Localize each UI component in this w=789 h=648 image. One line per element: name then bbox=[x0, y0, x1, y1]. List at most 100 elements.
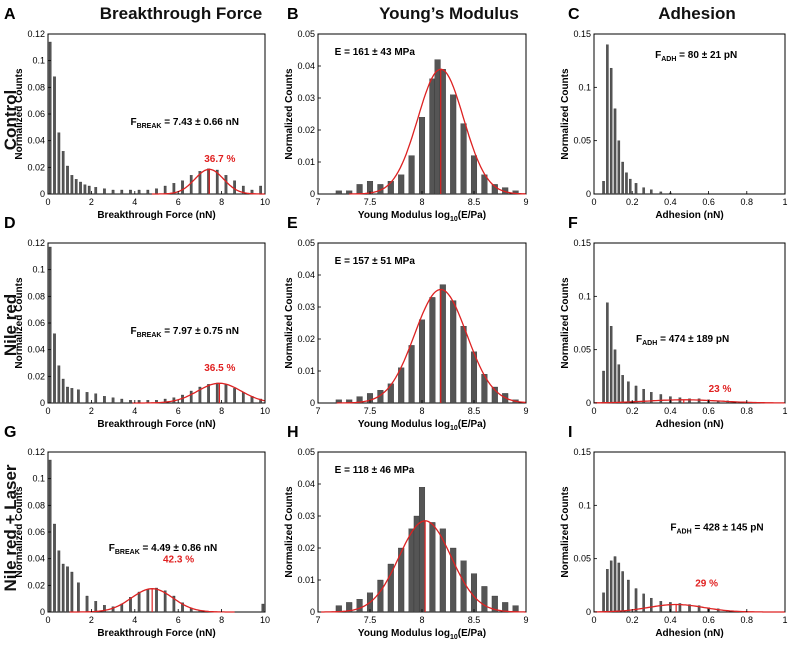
stat-annotation: FADH = 428 ± 145 pN bbox=[670, 522, 763, 535]
stat-annotation: FBREAK = 7.97 ± 0.75 nN bbox=[130, 326, 238, 339]
y-tick-label: 0 bbox=[40, 189, 45, 199]
x-tick-label: 4 bbox=[132, 406, 137, 416]
x-tick-label: 0.4 bbox=[664, 406, 677, 416]
histogram-bar bbox=[66, 566, 69, 613]
histogram-bar bbox=[215, 382, 219, 404]
x-axis-label: Breakthrough Force (nN) bbox=[97, 210, 215, 221]
x-tick-label: 8.5 bbox=[468, 406, 481, 416]
panel-D: D 0 2 4 6 8 10 0 0.02 0.04 0.06 0.08 0.1 0.12 Breakthr… bbox=[4, 215, 270, 430]
histogram-bar bbox=[215, 169, 219, 195]
panel-label: H bbox=[287, 424, 299, 441]
x-axis-label: Breakthrough Force (nN) bbox=[97, 628, 215, 639]
y-tick-label: 0.08 bbox=[27, 500, 45, 510]
panel-F: F 0 0.2 0.4 0.6 0.8 1 0 0.05 0.1 0.15 Adhesion (nN)… bbox=[560, 215, 788, 430]
gaussian-fit-curve bbox=[594, 399, 785, 404]
x-tick-label: 8.5 bbox=[468, 197, 481, 207]
y-tick-label: 0.15 bbox=[573, 29, 591, 39]
y-tick-label: 0.05 bbox=[297, 447, 315, 457]
x-tick-label: 10 bbox=[260, 406, 270, 416]
x-tick-label: 0.8 bbox=[741, 197, 754, 207]
histogram-bar bbox=[259, 185, 263, 195]
x-tick-label: 1 bbox=[782, 406, 787, 416]
histogram-bar bbox=[129, 400, 132, 404]
histogram-bar bbox=[642, 388, 645, 404]
histogram-bar bbox=[57, 132, 61, 195]
histogram-bar bbox=[613, 108, 617, 195]
x-axis-label: Young Modulus log10(E/Pa) bbox=[358, 210, 486, 223]
y-axis-label: Normalized Counts bbox=[14, 486, 25, 578]
gaussian-fit-curve bbox=[321, 520, 527, 613]
x-tick-label: 8 bbox=[219, 406, 224, 416]
histogram-bar bbox=[103, 605, 106, 613]
histogram-bar bbox=[450, 300, 457, 404]
histogram-bar bbox=[53, 523, 56, 613]
stat-annotation: E = 118 ± 46 MPa bbox=[335, 465, 415, 476]
histogram-bar bbox=[429, 522, 436, 613]
y-tick-label: 0.04 bbox=[27, 554, 45, 564]
histogram-bar bbox=[77, 582, 80, 613]
y-tick-label: 0.06 bbox=[27, 527, 45, 537]
panels-group: A0 2 4 6 8 1000.020.040.060.080.10.12Breakthr… bbox=[4, 6, 788, 641]
histogram-bar bbox=[450, 547, 457, 613]
x-tick-label: 0 bbox=[45, 197, 50, 207]
y-axis-label: Normalized Counts bbox=[560, 277, 571, 369]
x-tick-label: 4 bbox=[132, 197, 137, 207]
histogram-bar bbox=[356, 396, 363, 404]
x-tick-label: 1 bbox=[782, 197, 787, 207]
histogram-bar bbox=[470, 573, 478, 613]
x-tick-label: 7.5 bbox=[364, 197, 377, 207]
histogram-bar bbox=[434, 59, 441, 195]
y-tick-label: 0 bbox=[40, 607, 45, 617]
x-axis-label: Breakthrough Force (nN) bbox=[97, 419, 215, 430]
y-tick-label: 0.02 bbox=[297, 334, 315, 344]
histogram-bar bbox=[85, 392, 89, 404]
y-tick-label: 0.04 bbox=[297, 61, 315, 71]
panel-label: G bbox=[4, 424, 16, 441]
histogram-bar bbox=[53, 333, 56, 404]
histogram-bar bbox=[85, 595, 89, 613]
histogram-bar bbox=[418, 319, 426, 404]
y-tick-label: 0 bbox=[586, 607, 591, 617]
x-tick-label: 0.2 bbox=[626, 615, 639, 625]
histogram-bar bbox=[650, 597, 653, 613]
histogram-bar bbox=[198, 171, 202, 195]
histogram-bar bbox=[172, 183, 176, 195]
panel-B: B 7 7.5 8 8.5 9 0 0.01 0.02 0.03 0.04 0.05 Young Mod… bbox=[284, 6, 529, 223]
y-tick-label: 0.02 bbox=[27, 371, 45, 381]
histogram-bar bbox=[61, 563, 65, 613]
histogram-bar bbox=[418, 487, 426, 613]
histogram-bar bbox=[77, 389, 80, 404]
histogram-bar bbox=[688, 604, 691, 613]
x-axis-label: Adhesion (nN) bbox=[655, 210, 723, 221]
histogram-bar bbox=[659, 394, 663, 404]
histogram-bar bbox=[613, 349, 617, 404]
histogram-bar bbox=[450, 94, 457, 195]
y-tick-label: 0.03 bbox=[297, 93, 315, 103]
y-tick-label: 0 bbox=[310, 189, 315, 199]
y-tick-label: 0.12 bbox=[27, 447, 45, 457]
histogram-bar bbox=[606, 569, 609, 613]
histogram-bar bbox=[94, 187, 98, 195]
gaussian-fit-curve bbox=[594, 603, 785, 613]
x-tick-label: 6 bbox=[176, 615, 181, 625]
x-tick-label: 0.2 bbox=[626, 197, 639, 207]
histogram-bar bbox=[356, 184, 363, 195]
x-tick-label: 2 bbox=[89, 406, 94, 416]
x-tick-label: 0.6 bbox=[702, 406, 715, 416]
panel-label: B bbox=[287, 6, 299, 23]
histogram-bar bbox=[224, 384, 228, 404]
x-axis-label: Adhesion (nN) bbox=[655, 419, 723, 430]
stat-annotation: E = 161 ± 43 MPa bbox=[335, 47, 416, 58]
panel-label: A bbox=[4, 6, 16, 23]
histogram-bar bbox=[57, 550, 61, 613]
histogram-bar bbox=[387, 563, 394, 613]
histogram-bar bbox=[346, 190, 353, 195]
y-axis-label: Normalized Counts bbox=[14, 68, 25, 160]
column-title-adhesion: Adhesion bbox=[658, 4, 735, 23]
histogram-bar bbox=[87, 185, 91, 195]
x-axis-label: Young Modulus log10(E/Pa) bbox=[358, 419, 486, 432]
y-tick-label: 0 bbox=[310, 607, 315, 617]
y-tick-label: 0.12 bbox=[27, 238, 45, 248]
histogram-bar bbox=[470, 155, 478, 195]
percentage-label: 29 % bbox=[695, 578, 718, 589]
